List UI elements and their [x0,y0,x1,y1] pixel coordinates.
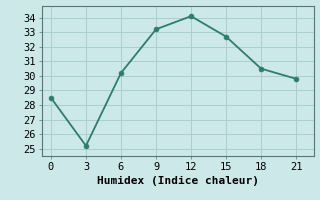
X-axis label: Humidex (Indice chaleur): Humidex (Indice chaleur) [97,176,259,186]
